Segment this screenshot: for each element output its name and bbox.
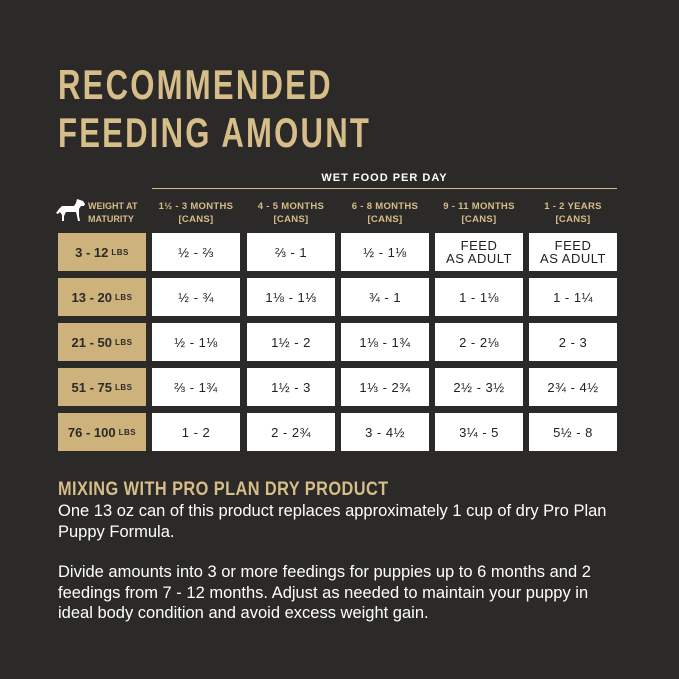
weight-label: 76 - 100 LBS xyxy=(58,413,146,451)
paragraph: Divide amounts into 3 or more feedings f… xyxy=(58,563,591,622)
table-cell: ⅔ - 1¾ xyxy=(152,368,240,406)
table-cell: ½ - 1⅛ xyxy=(341,233,429,271)
dog-icon xyxy=(56,199,85,221)
column-period: 1½ - 3 MONTHS xyxy=(158,201,234,212)
table-cell: 2¾ - 4½ xyxy=(529,368,617,406)
table-cell: 1⅓ - 2¾ xyxy=(341,368,429,406)
table-cell: 2 - 3 xyxy=(529,323,617,361)
table-cell: 1 - 1⅛ xyxy=(435,278,523,316)
table-cell: 1½ - 3 xyxy=(247,368,335,406)
header-rule xyxy=(152,188,617,189)
table-cell: 3¼ - 5 xyxy=(435,413,523,451)
group-header: WET FOOD PER DAY xyxy=(321,172,448,184)
table-cell: ½ - ⅔ xyxy=(152,233,240,271)
column-header: 1 - 2 YEARS [CANS] xyxy=(526,200,620,226)
weight-unit: LBS xyxy=(114,337,133,347)
weight-header: WEIGHT AT MATURITY xyxy=(88,201,138,224)
column-header: 4 - 5 MONTHS [CANS] xyxy=(244,200,338,226)
column-unit: [CANS] xyxy=(178,214,214,225)
weight-label: 13 - 20 LBS xyxy=(58,278,146,316)
table-cell: 1 - 1¼ xyxy=(529,278,617,316)
column-period: 1 - 2 YEARS xyxy=(544,201,602,212)
weight-range: 21 - 50 xyxy=(71,334,112,350)
title-line: FEEDING AMOUNT xyxy=(58,109,372,156)
column-unit: [CANS] xyxy=(273,214,309,225)
table-cell: 2 - 2¾ xyxy=(247,413,335,451)
column-period: 4 - 5 MONTHS xyxy=(257,201,325,212)
weight-range: 76 - 100 xyxy=(67,424,116,440)
table-cell: 5½ - 8 xyxy=(529,413,617,451)
weight-label: 3 - 12 LBS xyxy=(58,233,146,271)
weight-unit: LBS xyxy=(111,247,129,257)
column-unit: [CANS] xyxy=(461,214,497,225)
table-cell: 2 - 2⅛ xyxy=(435,323,523,361)
paragraph: One 13 oz can of this product replaces a… xyxy=(58,502,607,541)
table-cell: FEED AS ADULT xyxy=(529,233,617,271)
table-cell: 1 - 2 xyxy=(152,413,240,451)
column-period: 9 - 11 MONTHS xyxy=(443,201,515,212)
weight-range: 3 - 12 xyxy=(75,244,109,260)
weight-range: 51 - 75 xyxy=(71,379,112,395)
column-header: 9 - 11 MONTHS [CANS] xyxy=(432,200,526,226)
table-cell: 1½ - 2 xyxy=(247,323,335,361)
table-cell: ½ - 1⅛ xyxy=(152,323,240,361)
weight-range: 13 - 20 xyxy=(71,289,112,305)
column-period: 6 - 8 MONTHS xyxy=(351,201,419,212)
table-cell: 1⅛ - 1⅓ xyxy=(247,278,335,316)
column-unit: [CANS] xyxy=(367,214,403,225)
table-cell: ½ - ¾ xyxy=(152,278,240,316)
weight-label: 51 - 75 LBS xyxy=(58,368,146,406)
weight-label: 21 - 50 LBS xyxy=(58,323,146,361)
table-cell: 1⅛ - 1¾ xyxy=(341,323,429,361)
column-header: 6 - 8 MONTHS [CANS] xyxy=(338,200,432,226)
table-cell: FEED AS ADULT xyxy=(435,233,523,271)
table-cell: ¾ - 1 xyxy=(341,278,429,316)
weight-unit: LBS xyxy=(114,292,133,302)
table-cell: 3 - 4½ xyxy=(341,413,429,451)
weight-unit: LBS xyxy=(114,382,133,392)
column-header: 1½ - 3 MONTHS [CANS] xyxy=(149,200,243,226)
column-unit: [CANS] xyxy=(555,214,591,225)
section-heading: MIXING WITH PRO PLAN DRY PRODUCT xyxy=(58,479,389,500)
title-line: RECOMMENDED xyxy=(58,61,333,108)
table-cell: ⅔ - 1 xyxy=(247,233,335,271)
table-cell: 2½ - 3½ xyxy=(435,368,523,406)
weight-unit: LBS xyxy=(118,427,137,437)
